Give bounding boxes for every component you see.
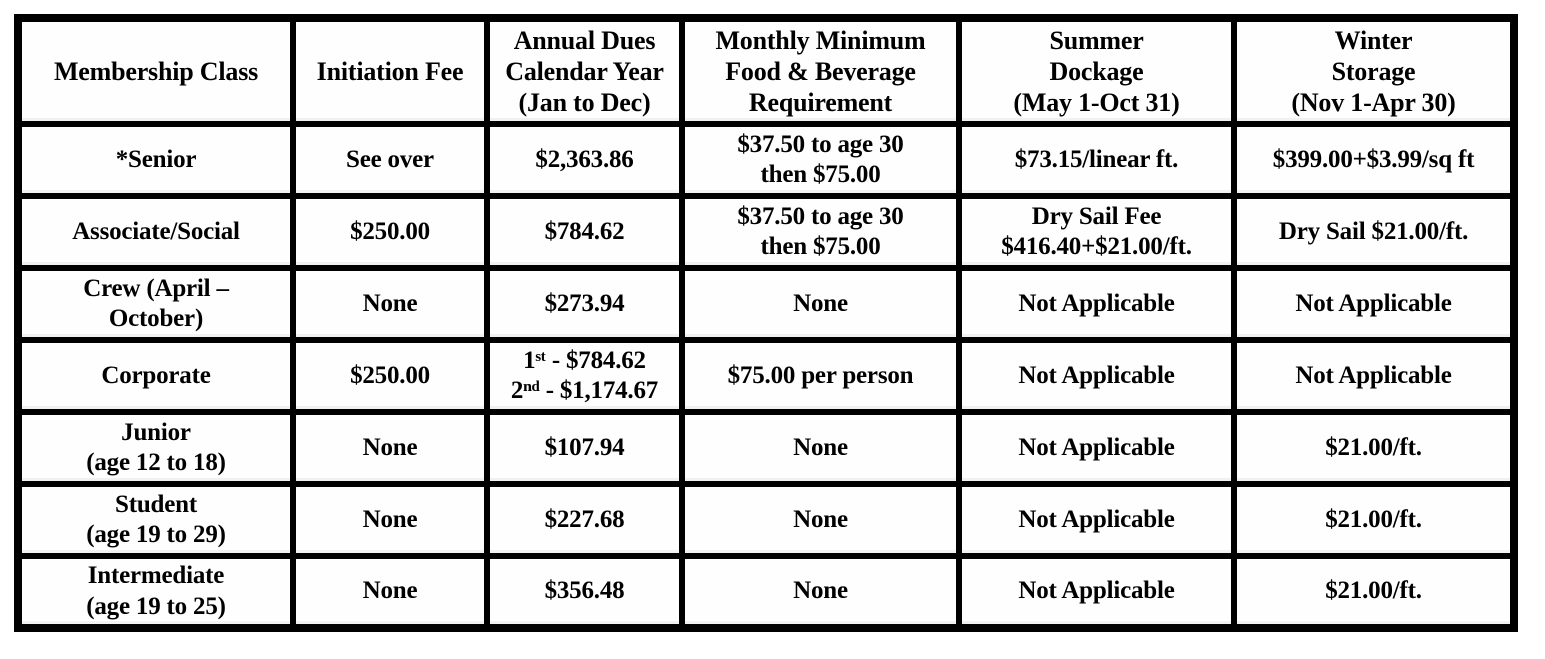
table-cell: Not Applicable xyxy=(1231,265,1517,343)
table-row: Crew (April – October) None $273.94 None Not… xyxy=(15,265,1517,343)
membership-fees-table: Membership Class Initiation Fee Annual Due… xyxy=(14,14,1518,632)
table-row: Intermediate (age 19 to 25) None $356.48 No… xyxy=(15,553,1517,631)
table-cell: $21.00/ft. xyxy=(1231,409,1517,487)
table-cell: $37.50 to age 30 then $75.00 xyxy=(679,193,962,271)
table-cell: *Senior xyxy=(15,121,296,199)
table-row: Corporate $250.00 1ˢᵗ - $784.62 2ⁿᵈ - $1,1… xyxy=(15,337,1517,415)
table-cell: None xyxy=(679,409,962,487)
table-cell: $21.00/ft. xyxy=(1231,553,1517,631)
table-cell: None xyxy=(679,265,962,343)
table-body: *Senior See over $2,363.86 $37.50 to age 30… xyxy=(15,121,1517,631)
column-header: Annual Dues Calendar Year (Jan to Dec) xyxy=(484,15,685,127)
table-row: *Senior See over $2,363.86 $37.50 to age 30… xyxy=(15,121,1517,199)
table-cell: Associate/Social xyxy=(15,193,296,271)
table-cell: Not Applicable xyxy=(956,337,1237,415)
table-cell: Student (age 19 to 29) xyxy=(15,481,296,559)
table-cell: Not Applicable xyxy=(1231,337,1517,415)
table-cell: None xyxy=(679,553,962,631)
column-header: Summer Dockage (May 1-Oct 31) xyxy=(956,15,1237,127)
table-row: Student (age 19 to 29) None $227.68 None Not… xyxy=(15,481,1517,559)
table-cell: $2,363.86 xyxy=(484,121,685,199)
table-cell: None xyxy=(290,553,490,631)
table-cell: Dry Sail $21.00/ft. xyxy=(1231,193,1517,271)
table-cell: $399.00+$3.99/sq ft xyxy=(1231,121,1517,199)
table-cell: Not Applicable xyxy=(956,265,1237,343)
table-cell: $37.50 to age 30 then $75.00 xyxy=(679,121,962,199)
table-row: Associate/Social $250.00 $784.62 $37.50 to … xyxy=(15,193,1517,271)
table-cell: $227.68 xyxy=(484,481,685,559)
table-row: Junior (age 12 to 18) None $107.94 None Not … xyxy=(15,409,1517,487)
table-cell: $273.94 xyxy=(484,265,685,343)
table-cell: $107.94 xyxy=(484,409,685,487)
table-cell: 1ˢᵗ - $784.62 2ⁿᵈ - $1,174.67 xyxy=(484,337,685,415)
table-cell: None xyxy=(679,481,962,559)
table-cell: $250.00 xyxy=(290,193,490,271)
table-cell: Intermediate (age 19 to 25) xyxy=(15,553,296,631)
table-cell: $784.62 xyxy=(484,193,685,271)
column-header: Winter Storage (Nov 1-Apr 30) xyxy=(1231,15,1517,127)
table-cell: Not Applicable xyxy=(956,481,1237,559)
table-cell: None xyxy=(290,409,490,487)
table-cell: None xyxy=(290,481,490,559)
header-row: Membership Class Initiation Fee Annual Due… xyxy=(15,15,1517,127)
table-cell: $250.00 xyxy=(290,337,490,415)
table-cell: Crew (April – October) xyxy=(15,265,296,343)
column-header: Monthly Minimum Food & Beverage Requirem… xyxy=(679,15,962,127)
table-cell: Junior (age 12 to 18) xyxy=(15,409,296,487)
table-cell: $73.15/linear ft. xyxy=(956,121,1237,199)
table-cell: Corporate xyxy=(15,337,296,415)
column-header: Initiation Fee xyxy=(290,15,490,127)
table-cell: $21.00/ft. xyxy=(1231,481,1517,559)
table-cell: Not Applicable xyxy=(956,553,1237,631)
table-cell: See over xyxy=(290,121,490,199)
column-header: Membership Class xyxy=(15,15,296,127)
table-cell: $356.48 xyxy=(484,553,685,631)
table-cell: Not Applicable xyxy=(956,409,1237,487)
table-cell: $75.00 per person xyxy=(679,337,962,415)
table-cell: Dry Sail Fee $416.40+$21.00/ft. xyxy=(956,193,1237,271)
table-cell: None xyxy=(290,265,490,343)
